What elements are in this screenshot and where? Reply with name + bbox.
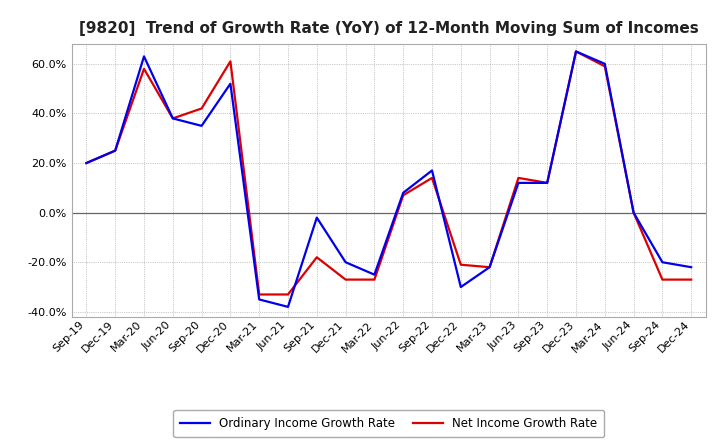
Net Income Growth Rate [456, 262, 465, 268]
Ordinary Income Growth Rate [370, 272, 379, 277]
Net Income Growth Rate [629, 210, 638, 215]
Net Income Growth Rate [600, 64, 609, 69]
Legend: Ordinary Income Growth Rate, Net Income Growth Rate: Ordinary Income Growth Rate, Net Income … [174, 410, 604, 437]
Ordinary Income Growth Rate [572, 49, 580, 54]
Ordinary Income Growth Rate [284, 304, 292, 309]
Net Income Growth Rate [543, 180, 552, 186]
Ordinary Income Growth Rate [687, 264, 696, 270]
Net Income Growth Rate [111, 148, 120, 153]
Line: Net Income Growth Rate: Net Income Growth Rate [86, 51, 691, 294]
Net Income Growth Rate [572, 49, 580, 54]
Net Income Growth Rate [312, 255, 321, 260]
Ordinary Income Growth Rate [543, 180, 552, 186]
Ordinary Income Growth Rate [82, 161, 91, 166]
Ordinary Income Growth Rate [600, 61, 609, 66]
Net Income Growth Rate [485, 264, 494, 270]
Net Income Growth Rate [197, 106, 206, 111]
Ordinary Income Growth Rate [255, 297, 264, 302]
Net Income Growth Rate [514, 175, 523, 180]
Ordinary Income Growth Rate [312, 215, 321, 220]
Ordinary Income Growth Rate [514, 180, 523, 186]
Title: [9820]  Trend of Growth Rate (YoY) of 12-Month Moving Sum of Incomes: [9820] Trend of Growth Rate (YoY) of 12-… [79, 21, 698, 36]
Net Income Growth Rate [226, 59, 235, 64]
Ordinary Income Growth Rate [111, 148, 120, 153]
Ordinary Income Growth Rate [226, 81, 235, 86]
Ordinary Income Growth Rate [629, 210, 638, 215]
Net Income Growth Rate [255, 292, 264, 297]
Ordinary Income Growth Rate [168, 116, 177, 121]
Line: Ordinary Income Growth Rate: Ordinary Income Growth Rate [86, 51, 691, 307]
Ordinary Income Growth Rate [428, 168, 436, 173]
Ordinary Income Growth Rate [658, 260, 667, 265]
Net Income Growth Rate [370, 277, 379, 282]
Ordinary Income Growth Rate [341, 260, 350, 265]
Net Income Growth Rate [168, 116, 177, 121]
Net Income Growth Rate [399, 193, 408, 198]
Net Income Growth Rate [687, 277, 696, 282]
Ordinary Income Growth Rate [456, 284, 465, 290]
Ordinary Income Growth Rate [197, 123, 206, 128]
Net Income Growth Rate [82, 161, 91, 166]
Net Income Growth Rate [140, 66, 148, 71]
Ordinary Income Growth Rate [485, 264, 494, 270]
Net Income Growth Rate [284, 292, 292, 297]
Ordinary Income Growth Rate [140, 54, 148, 59]
Net Income Growth Rate [428, 175, 436, 180]
Net Income Growth Rate [341, 277, 350, 282]
Ordinary Income Growth Rate [399, 190, 408, 195]
Net Income Growth Rate [658, 277, 667, 282]
